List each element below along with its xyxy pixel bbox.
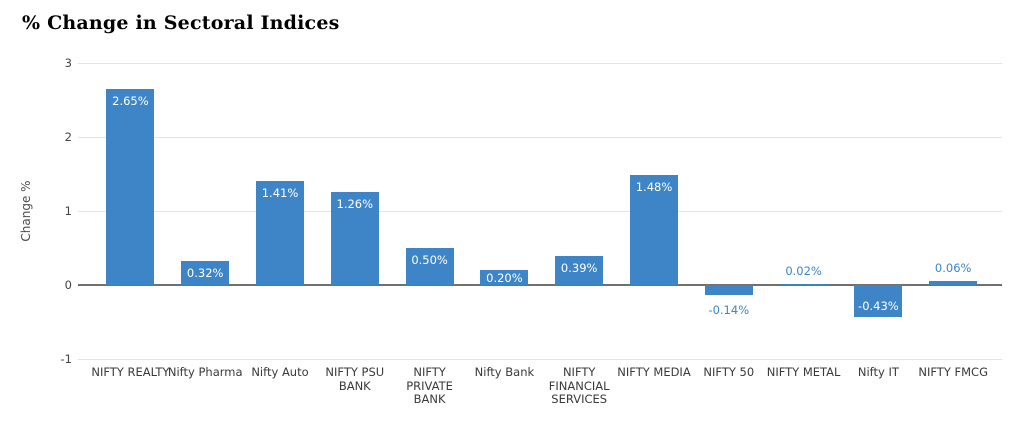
x-axis-label: NIFTY MEDIA [617,365,691,379]
y-axis-tick-label: -1 [60,352,72,366]
bar-value-label: 0.39% [560,261,598,276]
x-axis-baseline [78,284,1002,286]
bar-value-label: 2.65% [112,93,149,108]
bar-nifty-financial-services[interactable] [555,256,604,285]
gridline [78,359,1002,360]
bar-value-label: 0.02% [785,263,822,278]
bar-value-label: 0.06% [934,260,972,275]
x-axis-label: NIFTY METAL [766,365,841,379]
x-axis-label: Nifty Auto [251,365,309,379]
x-axis-label: NIFTY REALTY [91,365,170,379]
x-axis-label: NIFTY PRIVATE BANK [406,365,453,406]
bar-nifty-it[interactable] [854,285,903,317]
bar-nifty-psu-bank[interactable] [330,191,379,285]
x-axis-label: Nifty IT [857,365,899,379]
bar-value-label: -0.14% [708,303,750,318]
bar-nifty-fmcg[interactable] [929,280,978,285]
bar-nifty-pharma[interactable] [181,261,230,285]
y-axis-tick-label: 3 [64,56,72,70]
bar-value-label: -0.43% [858,298,899,313]
y-axis-tick-label: 0 [64,278,72,292]
bar-nifty-realty[interactable] [106,88,155,285]
x-axis-label: NIFTY 50 [703,365,755,379]
bar-nifty-bank[interactable] [480,270,529,285]
bar-value-label: 1.26% [336,196,374,211]
x-axis-label: NIFTY PSU BANK [325,365,385,393]
chart-title: % Change in Sectoral Indices [22,12,340,34]
gridline [78,63,1002,64]
bar-value-label: 0.50% [411,253,448,267]
y-axis-tick-label: 2 [64,130,72,144]
bar-nifty-50[interactable] [704,285,753,296]
x-axis-label: Nifty Pharma [167,365,243,379]
x-axis-label: NIFTY FINANCIAL SERVICES [548,365,610,406]
bar-nifty-auto[interactable] [256,180,304,285]
gridline [78,211,1002,212]
bar-nifty-media[interactable] [630,175,678,285]
bar-nifty-private-bank[interactable] [405,248,454,285]
bar-nifty-metal[interactable] [779,283,828,286]
x-axis-label: NIFTY FMCG [918,365,988,379]
y-axis-tick-label: 1 [64,204,72,218]
x-axis-label: Nifty Bank [474,365,535,379]
bar-value-label: 0.20% [486,271,523,285]
bar-value-label: 1.48% [635,180,673,195]
bar-value-label: 0.32% [186,266,224,281]
bar-value-label: 1.41% [261,185,299,200]
gridline [78,137,1002,138]
